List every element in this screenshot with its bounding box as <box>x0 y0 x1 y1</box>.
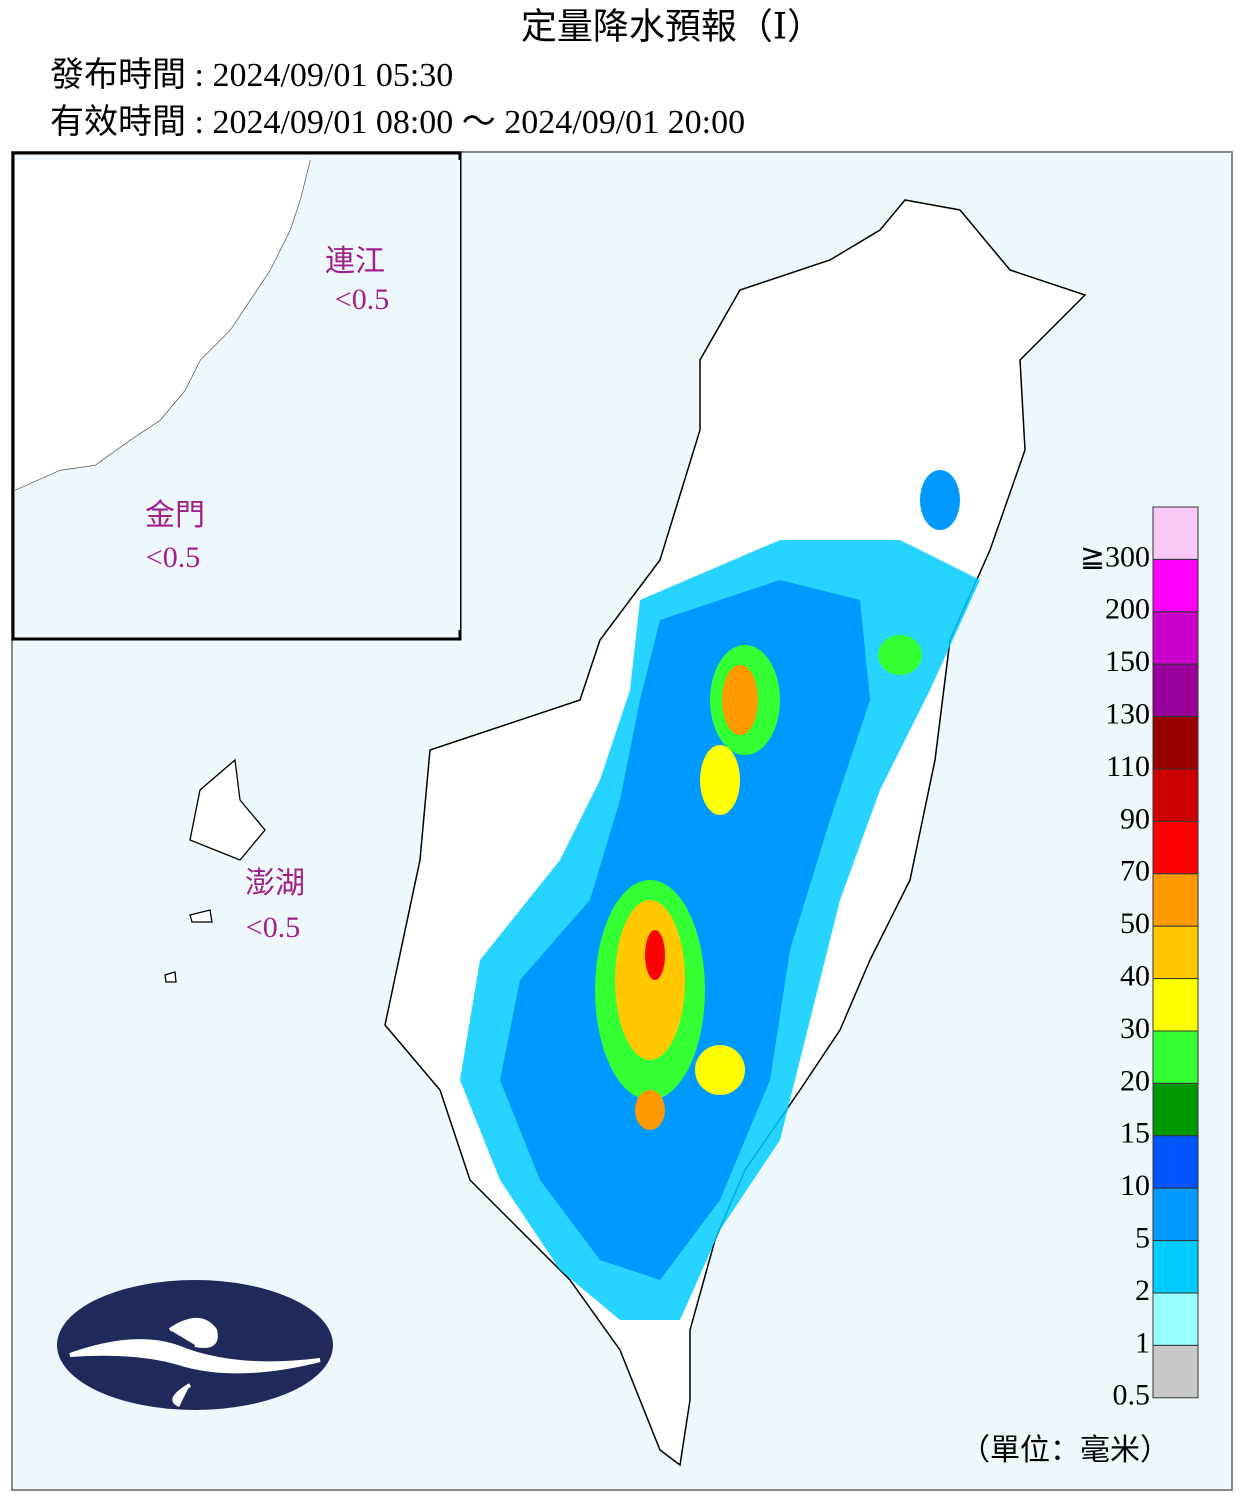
region-amount: <0.5 <box>246 911 300 944</box>
region-name: 金門 <box>145 499 205 532</box>
legend-swatch <box>1152 506 1199 560</box>
legend-swatch <box>1152 925 1199 980</box>
unit-label: （單位：毫米） <box>960 1434 1170 1467</box>
legend-label: ≧300 <box>1080 540 1150 573</box>
legend-label: 15 <box>1120 1117 1150 1150</box>
legend-label: 70 <box>1120 855 1150 888</box>
china-land <box>15 160 310 490</box>
logo-wave <box>69 1318 321 1407</box>
legend-swatch <box>1152 716 1199 770</box>
legend-label: 5 <box>1135 1221 1150 1254</box>
legend: ≧300 200 150 130 110 90 70 50 40 30 20 15 10 5 2 1 0.5 <box>1080 506 1199 1412</box>
legend-swatch <box>1152 873 1199 927</box>
sea <box>15 160 460 630</box>
legend-label: 40 <box>1120 959 1150 992</box>
legend-swatch <box>1152 1240 1199 1294</box>
legend-label: 10 <box>1120 1169 1150 1202</box>
legend-label: 20 <box>1120 1064 1150 1097</box>
legend-label: 50 <box>1120 907 1150 940</box>
legend-label: 0.5 <box>1113 1379 1151 1412</box>
issue-time: 發布時間 : 2024/09/01 05:30 <box>50 56 453 94</box>
legend-label: 200 <box>1105 593 1150 626</box>
legend-swatch <box>1152 1292 1199 1346</box>
legend-label: 150 <box>1105 645 1150 678</box>
legend-swatch <box>1152 1135 1199 1189</box>
legend-label: 90 <box>1120 802 1150 835</box>
legend-swatch <box>1152 978 1199 1032</box>
legend-label: 2 <box>1135 1274 1150 1307</box>
penghu-islands <box>164 758 266 983</box>
legend-label: 110 <box>1106 750 1150 783</box>
legend-swatch <box>1152 558 1199 613</box>
legend-swatch <box>1152 1344 1199 1399</box>
rain-areas <box>460 470 980 1320</box>
legend-swatch <box>1152 1082 1199 1137</box>
region-name: 連江 <box>325 245 385 278</box>
valid-time: 有效時間 : 2024/09/01 08:00 ～ 2024/09/01 20:… <box>50 103 745 141</box>
legend-label: 30 <box>1120 1012 1150 1045</box>
legend-swatch <box>1152 1187 1199 1242</box>
legend-label: 130 <box>1105 697 1150 730</box>
region-name: 澎湖 <box>245 867 305 900</box>
legend-swatch <box>1152 820 1199 875</box>
legend-swatch <box>1152 663 1199 718</box>
legend-swatch <box>1152 611 1199 665</box>
region-amount: <0.5 <box>146 541 200 574</box>
legend-swatch <box>1152 768 1199 822</box>
region-amount: <0.5 <box>335 283 389 316</box>
legend-label: 1 <box>1135 1326 1150 1359</box>
legend-swatch <box>1152 1030 1199 1084</box>
title: 定量降水預報（Ⅰ） <box>521 6 823 46</box>
